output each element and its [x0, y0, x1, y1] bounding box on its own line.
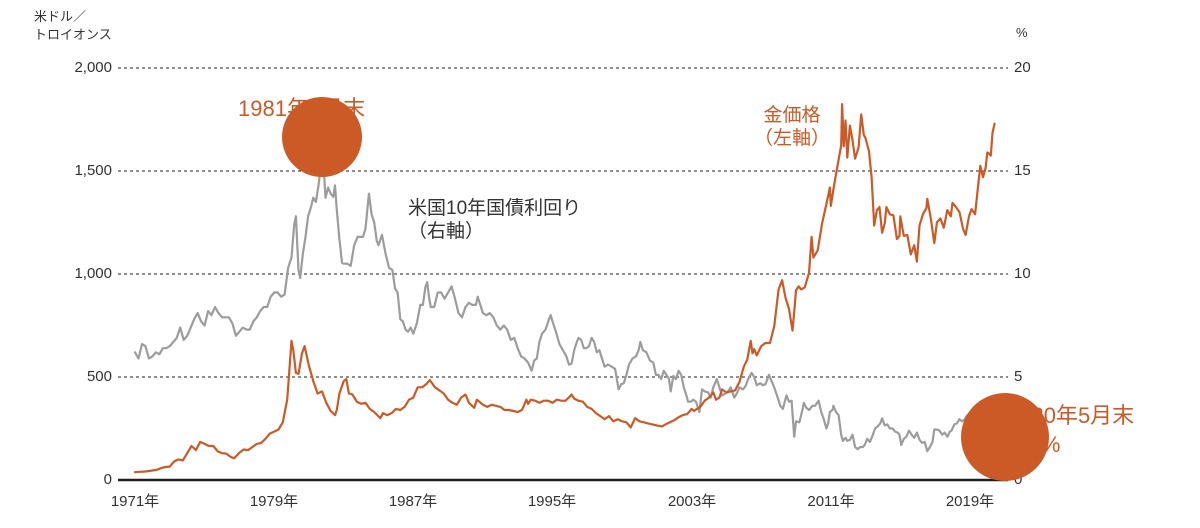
gold-series-label: 金価格 （左軸）: [742, 104, 842, 150]
y-tick-left-1500: 1,500: [74, 162, 112, 179]
x-tick-1995: 1995年: [527, 493, 577, 510]
latest-annotation-circle: [961, 393, 1049, 481]
left-axis-title: 米ドル／ トロイオンス: [34, 8, 112, 44]
y-tick-left-2000: 2,000: [74, 59, 112, 76]
y-tick-right-10: 10: [1014, 265, 1031, 282]
yield-series-label-line2: （右軸）: [408, 221, 485, 242]
x-tick-1979: 1979年: [249, 493, 299, 510]
yield-series-label: 米国10年国債利回り （右軸）: [408, 197, 581, 243]
x-tick-2019: 2019年: [945, 493, 995, 510]
gold-series-label-line2: （左軸）: [753, 128, 830, 149]
y-tick-left-1000: 1,000: [74, 265, 112, 282]
y-tick-right-5: 5: [1014, 368, 1023, 385]
x-tick-1987: 1987年: [388, 493, 438, 510]
y-tick-left-500: 500: [86, 368, 112, 385]
y-tick-right-15: 15: [1014, 162, 1031, 179]
yield-series-label-line1: 米国10年国債利回り: [408, 198, 582, 219]
x-tick-1971: 1971年: [110, 493, 160, 510]
peak-annotation-circle: [282, 97, 362, 177]
y-tick-left-0: 0: [103, 471, 112, 488]
gold-series-label-line1: 金価格: [763, 105, 821, 126]
x-tick-2003: 2003年: [667, 493, 717, 510]
us10y-yield-line: [133, 153, 996, 468]
right-axis-title: %: [1016, 25, 1028, 40]
left-axis-title-line2: トロイオンス: [34, 27, 112, 42]
x-tick-2011: 2011年: [807, 493, 855, 510]
left-axis-title-line1: 米ドル／: [34, 9, 87, 24]
gold-price-line: [133, 102, 996, 474]
y-tick-right-20: 20: [1014, 59, 1031, 76]
y-tick-right-0: 0: [1014, 471, 1023, 488]
